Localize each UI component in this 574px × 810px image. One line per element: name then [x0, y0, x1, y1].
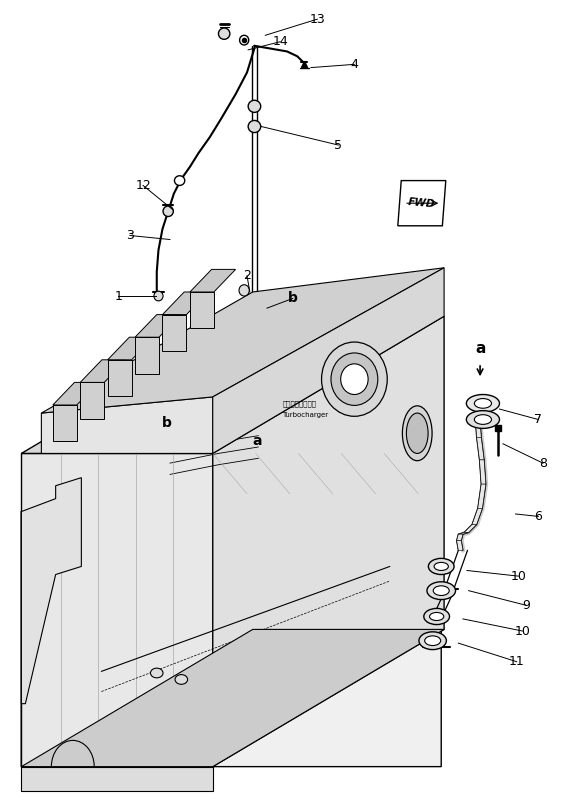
Polygon shape	[162, 314, 187, 351]
Polygon shape	[21, 478, 82, 704]
Polygon shape	[21, 446, 70, 766]
Text: FWD: FWD	[408, 197, 436, 209]
Text: 13: 13	[309, 13, 325, 26]
Ellipse shape	[321, 342, 387, 416]
Polygon shape	[472, 509, 482, 524]
Polygon shape	[476, 437, 484, 460]
Text: 2: 2	[243, 270, 251, 283]
Ellipse shape	[425, 636, 441, 646]
Polygon shape	[25, 462, 210, 766]
Ellipse shape	[150, 668, 163, 678]
Polygon shape	[21, 766, 213, 791]
Text: 6: 6	[534, 510, 542, 523]
Text: 10: 10	[510, 569, 526, 582]
Text: 1: 1	[115, 289, 122, 302]
Text: 10: 10	[514, 625, 530, 637]
Polygon shape	[108, 360, 131, 396]
Ellipse shape	[154, 291, 163, 301]
Text: b: b	[288, 292, 298, 305]
Text: 12: 12	[135, 179, 151, 192]
Text: 9: 9	[522, 599, 530, 612]
Ellipse shape	[248, 100, 261, 113]
Polygon shape	[475, 421, 481, 437]
Ellipse shape	[428, 558, 454, 574]
Polygon shape	[135, 314, 181, 337]
Text: 11: 11	[509, 655, 525, 668]
Ellipse shape	[466, 394, 499, 412]
Polygon shape	[162, 292, 208, 314]
Polygon shape	[21, 454, 213, 766]
Polygon shape	[213, 268, 444, 454]
Ellipse shape	[174, 176, 185, 185]
Text: 7: 7	[534, 413, 542, 426]
Ellipse shape	[474, 415, 491, 424]
Text: b: b	[162, 416, 172, 430]
Polygon shape	[80, 360, 126, 382]
Polygon shape	[478, 484, 486, 509]
Ellipse shape	[419, 632, 447, 650]
Ellipse shape	[175, 675, 188, 684]
Ellipse shape	[434, 562, 448, 570]
Text: 5: 5	[335, 139, 343, 151]
Polygon shape	[479, 460, 486, 484]
Polygon shape	[41, 397, 213, 454]
Polygon shape	[457, 540, 463, 550]
Polygon shape	[464, 524, 476, 532]
Ellipse shape	[331, 353, 378, 405]
Polygon shape	[190, 292, 214, 328]
Ellipse shape	[466, 411, 499, 428]
Ellipse shape	[402, 406, 432, 461]
Ellipse shape	[248, 121, 261, 133]
Polygon shape	[53, 405, 77, 441]
Polygon shape	[459, 532, 468, 534]
Ellipse shape	[424, 608, 449, 625]
Polygon shape	[213, 316, 444, 766]
Text: 8: 8	[539, 457, 547, 470]
Ellipse shape	[427, 582, 456, 599]
Polygon shape	[41, 268, 444, 413]
Text: 3: 3	[126, 229, 134, 242]
Text: Turbocharger: Turbocharger	[282, 411, 328, 418]
Ellipse shape	[406, 413, 428, 454]
Text: a: a	[253, 434, 262, 448]
Text: ターボチャージャ: ターボチャージャ	[282, 400, 316, 407]
Text: 4: 4	[351, 58, 358, 70]
Polygon shape	[457, 534, 463, 540]
Polygon shape	[108, 337, 153, 360]
Polygon shape	[21, 405, 441, 766]
Ellipse shape	[219, 28, 230, 40]
Polygon shape	[135, 337, 159, 373]
Polygon shape	[190, 270, 235, 292]
Text: a: a	[475, 341, 485, 356]
Ellipse shape	[341, 364, 368, 394]
Ellipse shape	[433, 586, 449, 595]
Text: 14: 14	[272, 36, 288, 49]
Ellipse shape	[474, 399, 491, 408]
Ellipse shape	[429, 612, 444, 620]
Ellipse shape	[239, 285, 249, 296]
Ellipse shape	[239, 36, 249, 45]
Polygon shape	[21, 316, 444, 454]
Polygon shape	[80, 382, 104, 419]
Polygon shape	[21, 629, 444, 766]
Polygon shape	[398, 181, 446, 226]
Ellipse shape	[163, 206, 173, 216]
Polygon shape	[53, 382, 99, 405]
